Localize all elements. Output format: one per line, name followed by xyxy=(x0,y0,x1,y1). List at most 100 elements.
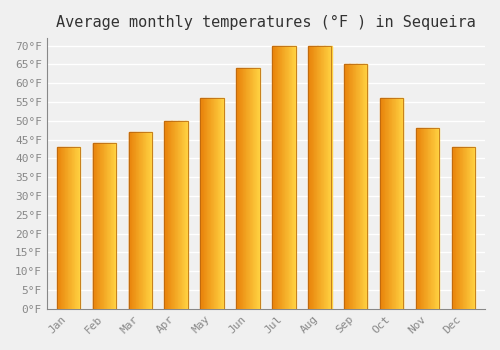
Bar xyxy=(316,46,318,309)
Bar xyxy=(218,98,219,309)
Bar xyxy=(425,128,426,309)
Bar xyxy=(452,147,475,309)
Bar xyxy=(311,46,312,309)
Bar xyxy=(360,64,361,309)
Bar xyxy=(434,128,436,309)
Bar xyxy=(359,64,360,309)
Bar xyxy=(134,132,135,309)
Bar xyxy=(132,132,134,309)
Bar xyxy=(466,147,468,309)
Bar xyxy=(168,121,169,309)
Bar xyxy=(178,121,180,309)
Bar xyxy=(222,98,223,309)
Bar xyxy=(58,147,59,309)
Bar xyxy=(294,46,295,309)
Bar xyxy=(220,98,222,309)
Bar xyxy=(95,144,96,309)
Bar xyxy=(169,121,170,309)
Bar xyxy=(474,147,475,309)
Bar xyxy=(356,64,358,309)
Bar xyxy=(394,98,396,309)
Bar xyxy=(286,46,287,309)
Bar xyxy=(167,121,168,309)
Bar xyxy=(102,144,103,309)
Bar xyxy=(273,46,274,309)
Bar xyxy=(346,64,347,309)
Bar xyxy=(472,147,473,309)
Bar xyxy=(422,128,423,309)
Bar xyxy=(462,147,464,309)
Bar xyxy=(99,144,100,309)
Bar xyxy=(394,98,395,309)
Bar xyxy=(92,144,94,309)
Bar xyxy=(202,98,203,309)
Bar xyxy=(433,128,434,309)
Bar xyxy=(402,98,404,309)
Bar xyxy=(416,128,418,309)
Bar xyxy=(464,147,465,309)
Bar xyxy=(109,144,110,309)
Bar xyxy=(215,98,216,309)
Bar xyxy=(74,147,76,309)
Bar xyxy=(241,68,242,309)
Bar xyxy=(206,98,208,309)
Bar xyxy=(110,144,112,309)
Bar xyxy=(72,147,73,309)
Bar xyxy=(416,128,439,309)
Bar xyxy=(170,121,172,309)
Bar xyxy=(151,132,152,309)
Bar xyxy=(173,121,174,309)
Bar xyxy=(219,98,220,309)
Bar xyxy=(145,132,146,309)
Bar xyxy=(140,132,141,309)
Bar xyxy=(284,46,286,309)
Bar xyxy=(277,46,278,309)
Bar xyxy=(387,98,388,309)
Bar xyxy=(137,132,138,309)
Bar xyxy=(470,147,472,309)
Bar xyxy=(101,144,102,309)
Bar xyxy=(96,144,98,309)
Bar xyxy=(147,132,148,309)
Bar xyxy=(401,98,402,309)
Bar xyxy=(100,144,101,309)
Bar xyxy=(382,98,383,309)
Bar xyxy=(308,46,309,309)
Bar xyxy=(245,68,246,309)
Bar xyxy=(290,46,291,309)
Bar xyxy=(216,98,217,309)
Bar xyxy=(128,132,152,309)
Bar xyxy=(350,64,351,309)
Bar xyxy=(278,46,280,309)
Bar xyxy=(210,98,212,309)
Bar xyxy=(135,132,136,309)
Bar xyxy=(251,68,252,309)
Bar xyxy=(352,64,354,309)
Bar xyxy=(76,147,77,309)
Bar xyxy=(348,64,350,309)
Bar xyxy=(310,46,312,309)
Bar xyxy=(328,46,329,309)
Bar xyxy=(252,68,254,309)
Bar xyxy=(295,46,296,309)
Bar xyxy=(454,147,455,309)
Bar xyxy=(92,144,116,309)
Bar xyxy=(256,68,258,309)
Bar xyxy=(70,147,72,309)
Bar xyxy=(393,98,394,309)
Bar xyxy=(62,147,63,309)
Bar xyxy=(106,144,108,309)
Bar xyxy=(318,46,319,309)
Bar xyxy=(468,147,469,309)
Bar xyxy=(183,121,184,309)
Bar xyxy=(283,46,284,309)
Bar xyxy=(70,147,71,309)
Bar xyxy=(255,68,256,309)
Bar xyxy=(180,121,181,309)
Bar xyxy=(240,68,241,309)
Bar xyxy=(184,121,186,309)
Bar xyxy=(60,147,62,309)
Bar xyxy=(205,98,206,309)
Bar xyxy=(142,132,144,309)
Bar xyxy=(459,147,460,309)
